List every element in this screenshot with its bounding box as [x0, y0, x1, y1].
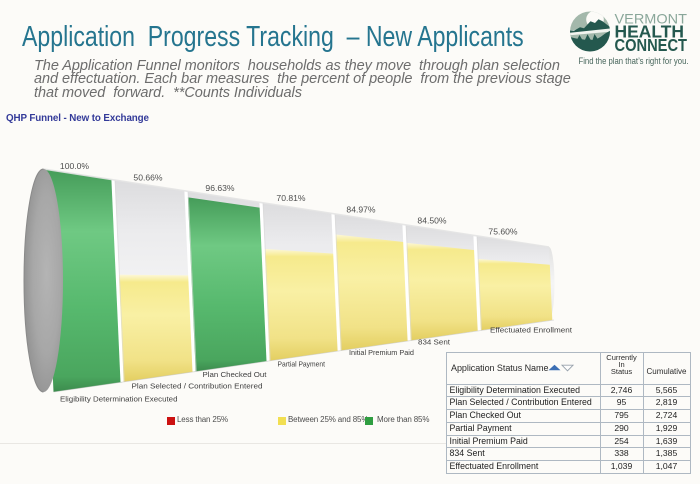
svg-text:50.66%: 50.66% — [133, 172, 163, 182]
svg-text:Partial Payment: Partial Payment — [278, 359, 326, 368]
svg-text:VERMONT: VERMONT — [615, 12, 688, 27]
svg-text:100.0%: 100.0% — [60, 161, 90, 171]
svg-text:Plan Selected / Contribution E: Plan Selected / Contribution Entered — [132, 382, 263, 391]
svg-text:96.63%: 96.63% — [205, 183, 235, 193]
svg-text:70.81%: 70.81% — [276, 193, 306, 203]
svg-text:HEALTH: HEALTH — [615, 21, 685, 41]
svg-text:84.97%: 84.97% — [346, 204, 376, 214]
svg-text:Effectuated Enrollment: Effectuated Enrollment — [490, 325, 573, 334]
svg-text:CONNECT: CONNECT — [615, 35, 688, 55]
svg-text:Find the plan that’s right for: Find the plan that’s right for you. — [579, 56, 689, 66]
svg-text:84.50%: 84.50% — [417, 215, 447, 225]
svg-text:Initial Premium Paid: Initial Premium Paid — [349, 348, 414, 357]
svg-text:Plan Checked Out: Plan Checked Out — [203, 370, 268, 379]
svg-text:Eligibility Determination Exec: Eligibility Determination Executed — [60, 394, 178, 403]
svg-text:834 Sent: 834 Sent — [418, 338, 451, 347]
svg-text:75.60%: 75.60% — [488, 226, 518, 236]
